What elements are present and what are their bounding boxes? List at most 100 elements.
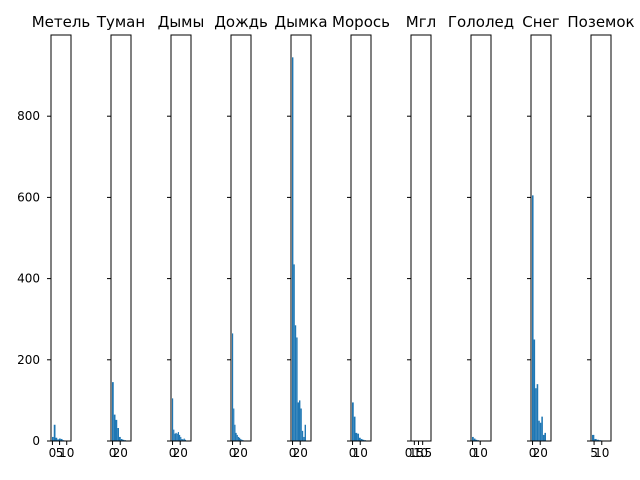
panel-frame: [170, 34, 192, 442]
histogram-bar: [299, 400, 301, 441]
panel-frame: [590, 34, 612, 442]
histogram-bar: [232, 333, 234, 441]
y-tick-label: 200: [17, 353, 40, 367]
histogram-bar: [536, 384, 539, 441]
histogram-bar: [472, 436, 474, 441]
histogram-bar: [539, 422, 542, 441]
x-tick-label: 0: [469, 446, 477, 460]
histogram-bar: [533, 339, 536, 441]
x-tick-label: 10: [353, 446, 368, 460]
histogram-bar: [239, 437, 241, 441]
histogram-bar: [538, 420, 540, 441]
x-tick-label: 1.5: [413, 446, 432, 460]
histogram-bar: [122, 439, 125, 441]
histogram-bar: [174, 433, 176, 441]
histogram-bar: [353, 416, 356, 441]
histogram-bar: [535, 388, 537, 441]
histogram-bar: [113, 414, 116, 441]
histogram-bar: [297, 402, 299, 441]
histogram-panel: 010 Гололед: [448, 13, 514, 460]
histogram-panel: 020 Снег: [522, 13, 560, 460]
x-tick-label: 10: [594, 446, 609, 460]
histogram-bar: [355, 432, 358, 441]
panel-title: Мгл: [406, 13, 436, 31]
histogram-bar: [594, 438, 597, 441]
histogram-bar: [240, 438, 242, 441]
histogram-bar: [176, 433, 178, 441]
histogram-bar: [175, 432, 177, 441]
x-tick-label: 0: [529, 446, 537, 460]
histogram-bar: [293, 264, 295, 441]
histogram-bar: [544, 432, 546, 441]
x-tick-label: 0: [109, 446, 117, 460]
histogram-bar: [241, 439, 243, 441]
histogram-bar: [183, 438, 185, 441]
panel-title: Метель: [32, 13, 91, 31]
histogram-bar: [57, 439, 59, 441]
histogram-bar: [119, 436, 121, 441]
panel-frame: [50, 34, 72, 442]
histogram-bar: [233, 408, 235, 441]
panel-title: Морось: [332, 13, 390, 31]
y-tick-label: 400: [17, 272, 40, 286]
y-tick-label: 800: [17, 109, 40, 123]
histogram-bar: [181, 438, 183, 441]
panel-title: Поземок: [567, 13, 634, 31]
x-tick-label: 10: [59, 446, 74, 460]
panel-title: Гололед: [448, 13, 514, 31]
histogram-panel: 020 Дымка: [274, 13, 327, 460]
histogram-bar: [352, 402, 354, 441]
histogram-bar: [592, 434, 595, 441]
histogram-panel: 020 Дождь: [214, 13, 268, 460]
histogram-bar: [236, 434, 238, 441]
panel-frame: [470, 34, 492, 442]
x-tick-label: 1.0: [409, 446, 428, 460]
panel-frame: [530, 34, 552, 442]
histogram-bar: [60, 438, 63, 441]
histogram-bar: [542, 434, 545, 441]
histogram-bar: [112, 382, 114, 441]
histogram-bar: [184, 439, 186, 441]
panel-frame: [230, 34, 252, 442]
histogram-bar: [296, 337, 298, 441]
x-tick-label: 5: [56, 446, 64, 460]
x-tick-label: 20: [533, 446, 548, 460]
histogram-bar: [360, 438, 363, 441]
x-tick-label: 0: [49, 446, 57, 460]
histogram-bar: [596, 439, 599, 441]
histogram-bar: [532, 195, 534, 441]
histogram-bar: [59, 438, 61, 441]
y-tick-label: 0: [32, 434, 40, 448]
histogram-bar: [473, 438, 476, 441]
x-tick-label: 20: [113, 446, 128, 460]
histogram-panel: 020 Дымы: [158, 13, 205, 460]
histogram-bar: [294, 325, 297, 441]
x-tick-label: 0.5: [405, 446, 424, 460]
histogram-panel: 510 Поземок: [567, 13, 634, 460]
panel-title: Дымы: [158, 13, 205, 31]
histogram-bar: [55, 437, 58, 441]
histogram-panel: 020 Туман: [96, 13, 145, 460]
panel-title: Снег: [522, 13, 560, 31]
x-tick-label: 10: [473, 446, 488, 460]
y-tick-label: 600: [17, 190, 40, 204]
x-tick-label: 20: [293, 446, 308, 460]
histogram-bar: [117, 428, 119, 441]
histogram-bar: [357, 433, 359, 441]
histogram-bar: [475, 439, 478, 441]
histogram-bar: [173, 429, 175, 441]
panel-frame: [410, 34, 432, 442]
histogram-bar: [180, 436, 182, 441]
x-tick-label: 0: [349, 446, 357, 460]
panel-frame: [350, 34, 372, 442]
histogram-bar: [303, 436, 305, 441]
histogram-bar: [172, 398, 174, 441]
histogram-bar: [234, 424, 236, 441]
x-tick-label: 0: [229, 446, 237, 460]
panel-frame: [290, 34, 312, 442]
histogram-bar: [52, 436, 54, 441]
panel-title: Туман: [96, 13, 145, 31]
panel-frame: [110, 34, 132, 442]
